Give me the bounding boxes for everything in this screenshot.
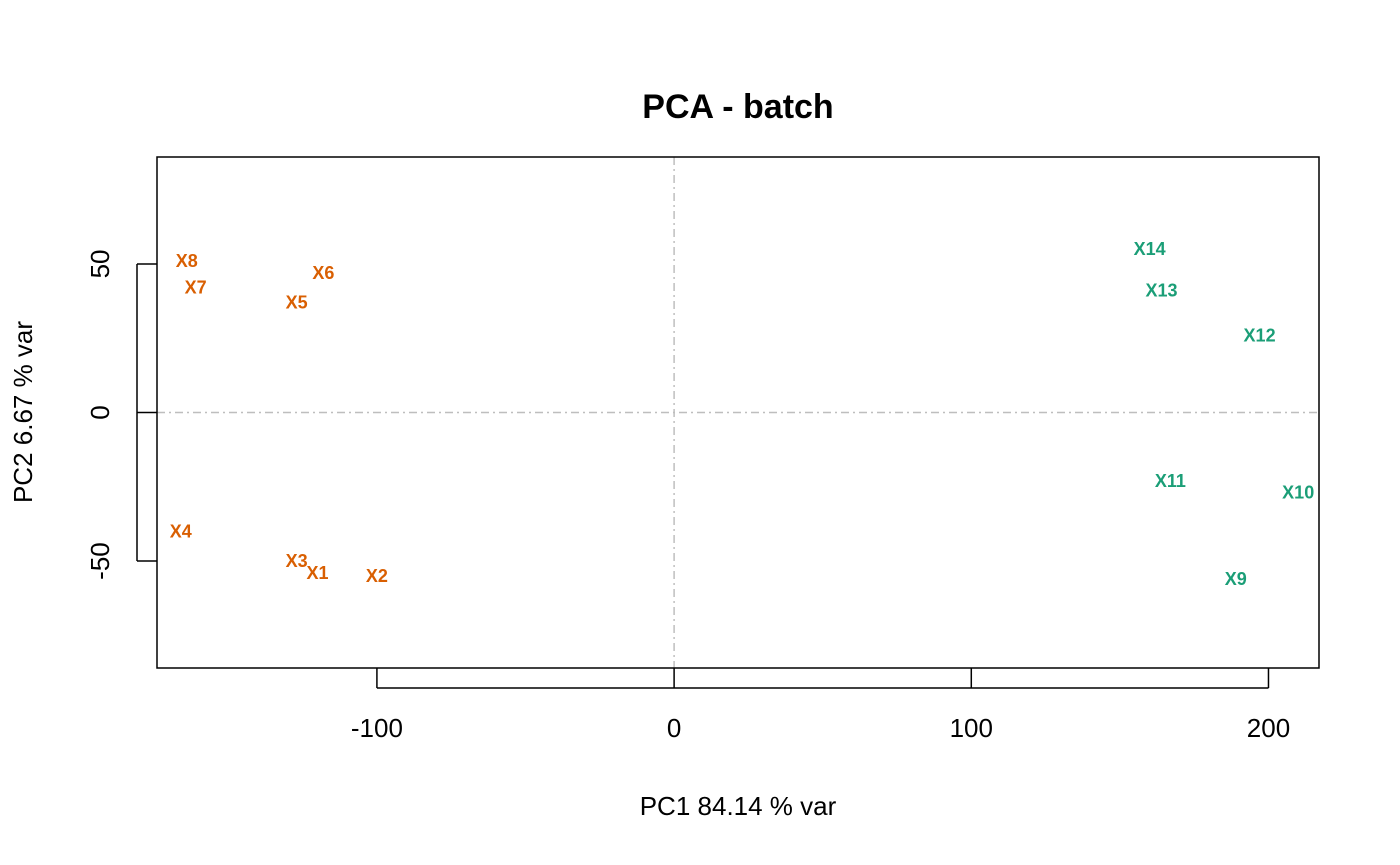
x-tick-label: -100 bbox=[351, 713, 403, 743]
data-point-x1: X1 bbox=[306, 563, 328, 583]
y-tick-label: 0 bbox=[85, 405, 115, 419]
data-point-x14: X14 bbox=[1134, 239, 1166, 259]
y-axis-label: PC2 6.67 % var bbox=[8, 321, 38, 503]
data-point-x8: X8 bbox=[176, 251, 198, 271]
x-axis-label: PC1 84.14 % var bbox=[640, 791, 837, 821]
y-tick-label: 50 bbox=[85, 249, 115, 278]
chart-title: PCA - batch bbox=[642, 88, 833, 126]
data-point-x13: X13 bbox=[1145, 281, 1177, 301]
y-tick-label: -50 bbox=[85, 542, 115, 580]
data-point-x7: X7 bbox=[185, 278, 207, 298]
x-tick-label: 200 bbox=[1247, 713, 1290, 743]
data-point-x11: X11 bbox=[1155, 471, 1186, 491]
data-point-x10: X10 bbox=[1282, 483, 1314, 503]
data-point-x12: X12 bbox=[1244, 325, 1276, 345]
x-tick-label: 0 bbox=[667, 713, 681, 743]
data-point-x9: X9 bbox=[1225, 569, 1247, 589]
x-tick-label: 100 bbox=[950, 713, 993, 743]
data-point-x6: X6 bbox=[312, 263, 334, 283]
data-point-x5: X5 bbox=[286, 293, 308, 313]
data-point-x4: X4 bbox=[170, 521, 192, 541]
data-point-x3: X3 bbox=[286, 551, 308, 571]
data-point-x2: X2 bbox=[366, 566, 388, 586]
